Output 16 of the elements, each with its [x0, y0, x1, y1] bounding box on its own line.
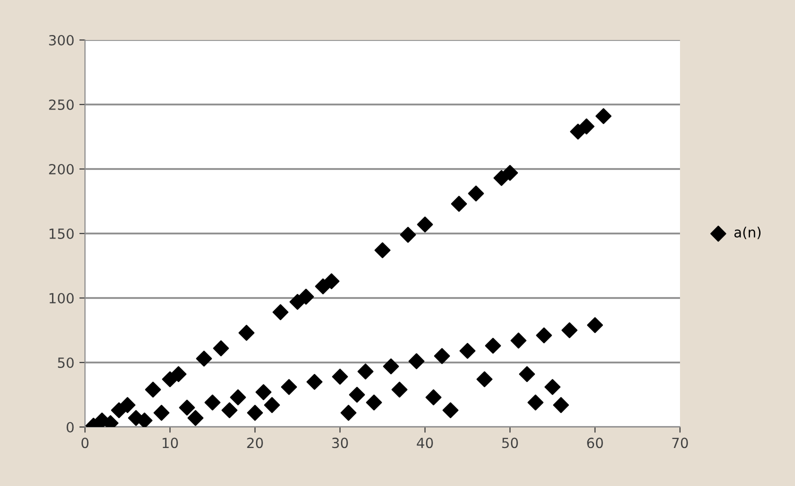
x-tick-label: 70 [672, 438, 688, 448]
y-tick-label: 50 [58, 357, 74, 368]
x-tick-label: 30 [332, 438, 348, 448]
x-tick-label: 50 [502, 438, 518, 448]
y-tick-label: 150 [50, 228, 74, 239]
x-tick-label: 20 [247, 438, 263, 448]
x-tick-label: 0 [81, 438, 88, 448]
y-tick-label: 250 [49, 99, 74, 110]
y-tick-label: 100 [50, 292, 74, 304]
legend-label: a(n) [734, 226, 761, 240]
y-tick-label: 200 [49, 164, 74, 174]
y-tick-label: 300 [49, 34, 74, 46]
x-tick-label: 40 [416, 438, 433, 448]
y-tick-label: 0 [66, 422, 74, 432]
x-tick-label: 60 [587, 438, 603, 448]
x-tick-label: 10 [162, 438, 178, 448]
